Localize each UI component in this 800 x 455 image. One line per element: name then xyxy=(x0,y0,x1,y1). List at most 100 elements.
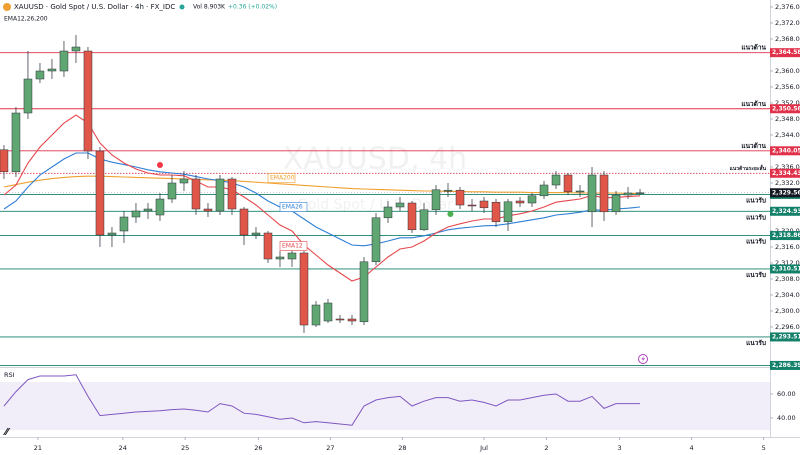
y-tick-label: 2,356.00 xyxy=(775,83,800,91)
level-price-label: 2,364.58 xyxy=(772,49,800,56)
x-tick-label: 21 xyxy=(34,444,42,452)
level-name: แนวต้าน xyxy=(741,43,766,52)
x-tick-label: 25 xyxy=(181,444,189,452)
candle-body xyxy=(215,178,225,212)
candle-body xyxy=(107,232,117,236)
level-price-box xyxy=(770,360,800,370)
candle xyxy=(359,257,369,325)
candle-body xyxy=(203,208,213,212)
level-name: แนวรับ xyxy=(746,213,766,221)
candle-body xyxy=(407,202,417,231)
candle xyxy=(443,183,453,197)
ema-line xyxy=(3,152,641,247)
level-name: แนวรับ xyxy=(746,339,766,347)
candle xyxy=(23,51,33,119)
candle xyxy=(71,35,81,63)
ema-label-box xyxy=(279,241,308,251)
candle xyxy=(455,187,465,209)
y-tick-label: 2,320.00 xyxy=(775,227,800,235)
candle xyxy=(227,177,237,215)
candle-body xyxy=(443,189,453,192)
candle-body xyxy=(383,206,393,219)
y-tick-label: 2,308.00 xyxy=(775,275,800,283)
level-price-label: 2,350.56 xyxy=(772,105,800,112)
symbol-title: XAUUSD · Gold Spot / U.S. Dollar · 4h · … xyxy=(14,3,175,11)
logo[interactable]: ⁄⁄ xyxy=(3,427,11,438)
level-price-box xyxy=(770,231,800,241)
candle xyxy=(335,315,345,323)
candle xyxy=(131,203,141,223)
candle xyxy=(527,193,537,207)
candle-body xyxy=(611,194,621,213)
y-tick-label: 2,312.00 xyxy=(775,259,800,267)
level-price-box xyxy=(770,146,800,156)
market-status[interactable] xyxy=(179,4,185,10)
candle-body xyxy=(83,50,93,152)
candle-body xyxy=(47,68,57,72)
candle xyxy=(551,171,561,189)
x-tick-label: Jul xyxy=(479,444,488,452)
y-tick-label: 2,332.00 xyxy=(775,179,800,187)
candle xyxy=(119,211,129,243)
candle-body xyxy=(335,318,345,321)
candle xyxy=(203,203,213,217)
candle xyxy=(467,199,477,211)
y-tick-label: 2,352.00 xyxy=(775,99,800,107)
candle-body xyxy=(287,252,297,260)
y-tick-label: 2,304.00 xyxy=(775,291,800,299)
candle xyxy=(383,201,393,223)
x-tick-label: 5 xyxy=(762,444,766,452)
candle xyxy=(239,207,249,245)
candle-body xyxy=(347,318,357,322)
level-price-label: 2,318.86 xyxy=(772,232,800,239)
x-tick-label: 4 xyxy=(690,444,694,452)
candle xyxy=(35,63,45,83)
level-price-label: 2,286.39 xyxy=(772,362,800,369)
candle xyxy=(431,185,441,215)
candle xyxy=(539,181,549,199)
candle xyxy=(143,203,153,219)
candle-body xyxy=(191,178,201,210)
level-name: แนวต้าน xyxy=(741,99,766,108)
candle xyxy=(215,175,225,215)
level-price-box xyxy=(770,206,800,216)
plot-layer: EMA200 EMA26 EMA12 RSI xyxy=(0,35,770,431)
last-price-box xyxy=(770,188,800,198)
indicator-legend[interactable]: EMA12,26,200 xyxy=(4,16,48,23)
candle-body xyxy=(551,174,561,186)
candle-body xyxy=(491,201,501,223)
level-price-label: 2,340.05 xyxy=(772,147,800,154)
candle-body xyxy=(527,195,537,204)
candle-body xyxy=(419,209,429,231)
level-price-label: 2,293.51 xyxy=(772,333,800,340)
candle-body xyxy=(371,217,381,263)
candle-body xyxy=(179,178,189,184)
ema-label-box xyxy=(267,173,296,183)
event-icon[interactable] xyxy=(638,354,648,364)
x-tick-label: 3 xyxy=(618,444,622,452)
level-price-box xyxy=(770,168,800,178)
ema-line xyxy=(3,175,640,194)
candle xyxy=(347,315,357,325)
candle-body xyxy=(623,192,633,196)
ema-label-box xyxy=(279,202,308,212)
candle xyxy=(167,175,177,203)
candle xyxy=(275,251,285,267)
axes-layer: 2,376.00 2,372.00 2,368.00 2,360.00 2,356.00… xyxy=(34,3,800,452)
level-price-label: 2,324.93 xyxy=(772,208,800,215)
candle-body xyxy=(635,192,645,195)
candle-body xyxy=(563,174,573,193)
candle xyxy=(563,173,573,195)
candle-body xyxy=(155,198,165,216)
candle xyxy=(0,145,9,179)
candle xyxy=(179,171,189,191)
candle xyxy=(407,201,417,233)
event-bolt xyxy=(641,355,645,363)
candle xyxy=(191,175,201,215)
candle xyxy=(155,193,165,221)
y-tick-label: 2,344.00 xyxy=(775,131,800,139)
rsi-line xyxy=(3,374,640,426)
rsi-y-tick-label: 40.00 xyxy=(777,414,796,422)
candle-body xyxy=(395,202,405,208)
